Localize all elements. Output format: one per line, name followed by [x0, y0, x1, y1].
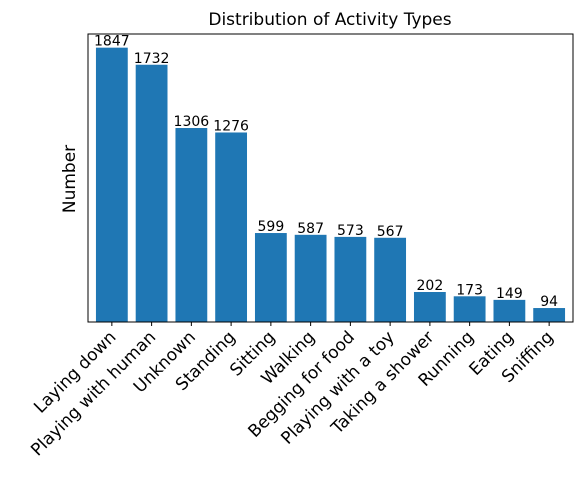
y-axis-label: Number	[60, 145, 80, 213]
data-label: 1276	[213, 118, 249, 134]
bar	[135, 64, 168, 322]
data-label: 1732	[134, 51, 170, 67]
data-label: 573	[337, 223, 364, 239]
bars-layer	[95, 47, 566, 322]
bar	[215, 132, 248, 322]
data-label: 1847	[94, 34, 130, 50]
data-label: 567	[377, 224, 404, 240]
plot-frame	[87, 33, 574, 323]
bar	[533, 308, 566, 322]
data-label: 202	[417, 278, 444, 294]
bar	[413, 292, 446, 322]
data-label: 599	[258, 219, 285, 235]
bar	[374, 237, 407, 322]
bar	[453, 296, 486, 322]
bar	[95, 47, 128, 322]
data-label: 94	[540, 294, 558, 310]
bar	[493, 299, 526, 322]
data-label: 173	[456, 282, 483, 298]
chart-title: Distribution of Activity Types	[208, 10, 451, 30]
data-label: 1306	[174, 114, 210, 130]
bar	[334, 236, 367, 322]
bar	[294, 234, 327, 322]
bar	[175, 128, 208, 322]
data-label: 587	[297, 221, 324, 237]
bar	[254, 233, 287, 322]
data-label: 149	[496, 286, 523, 302]
